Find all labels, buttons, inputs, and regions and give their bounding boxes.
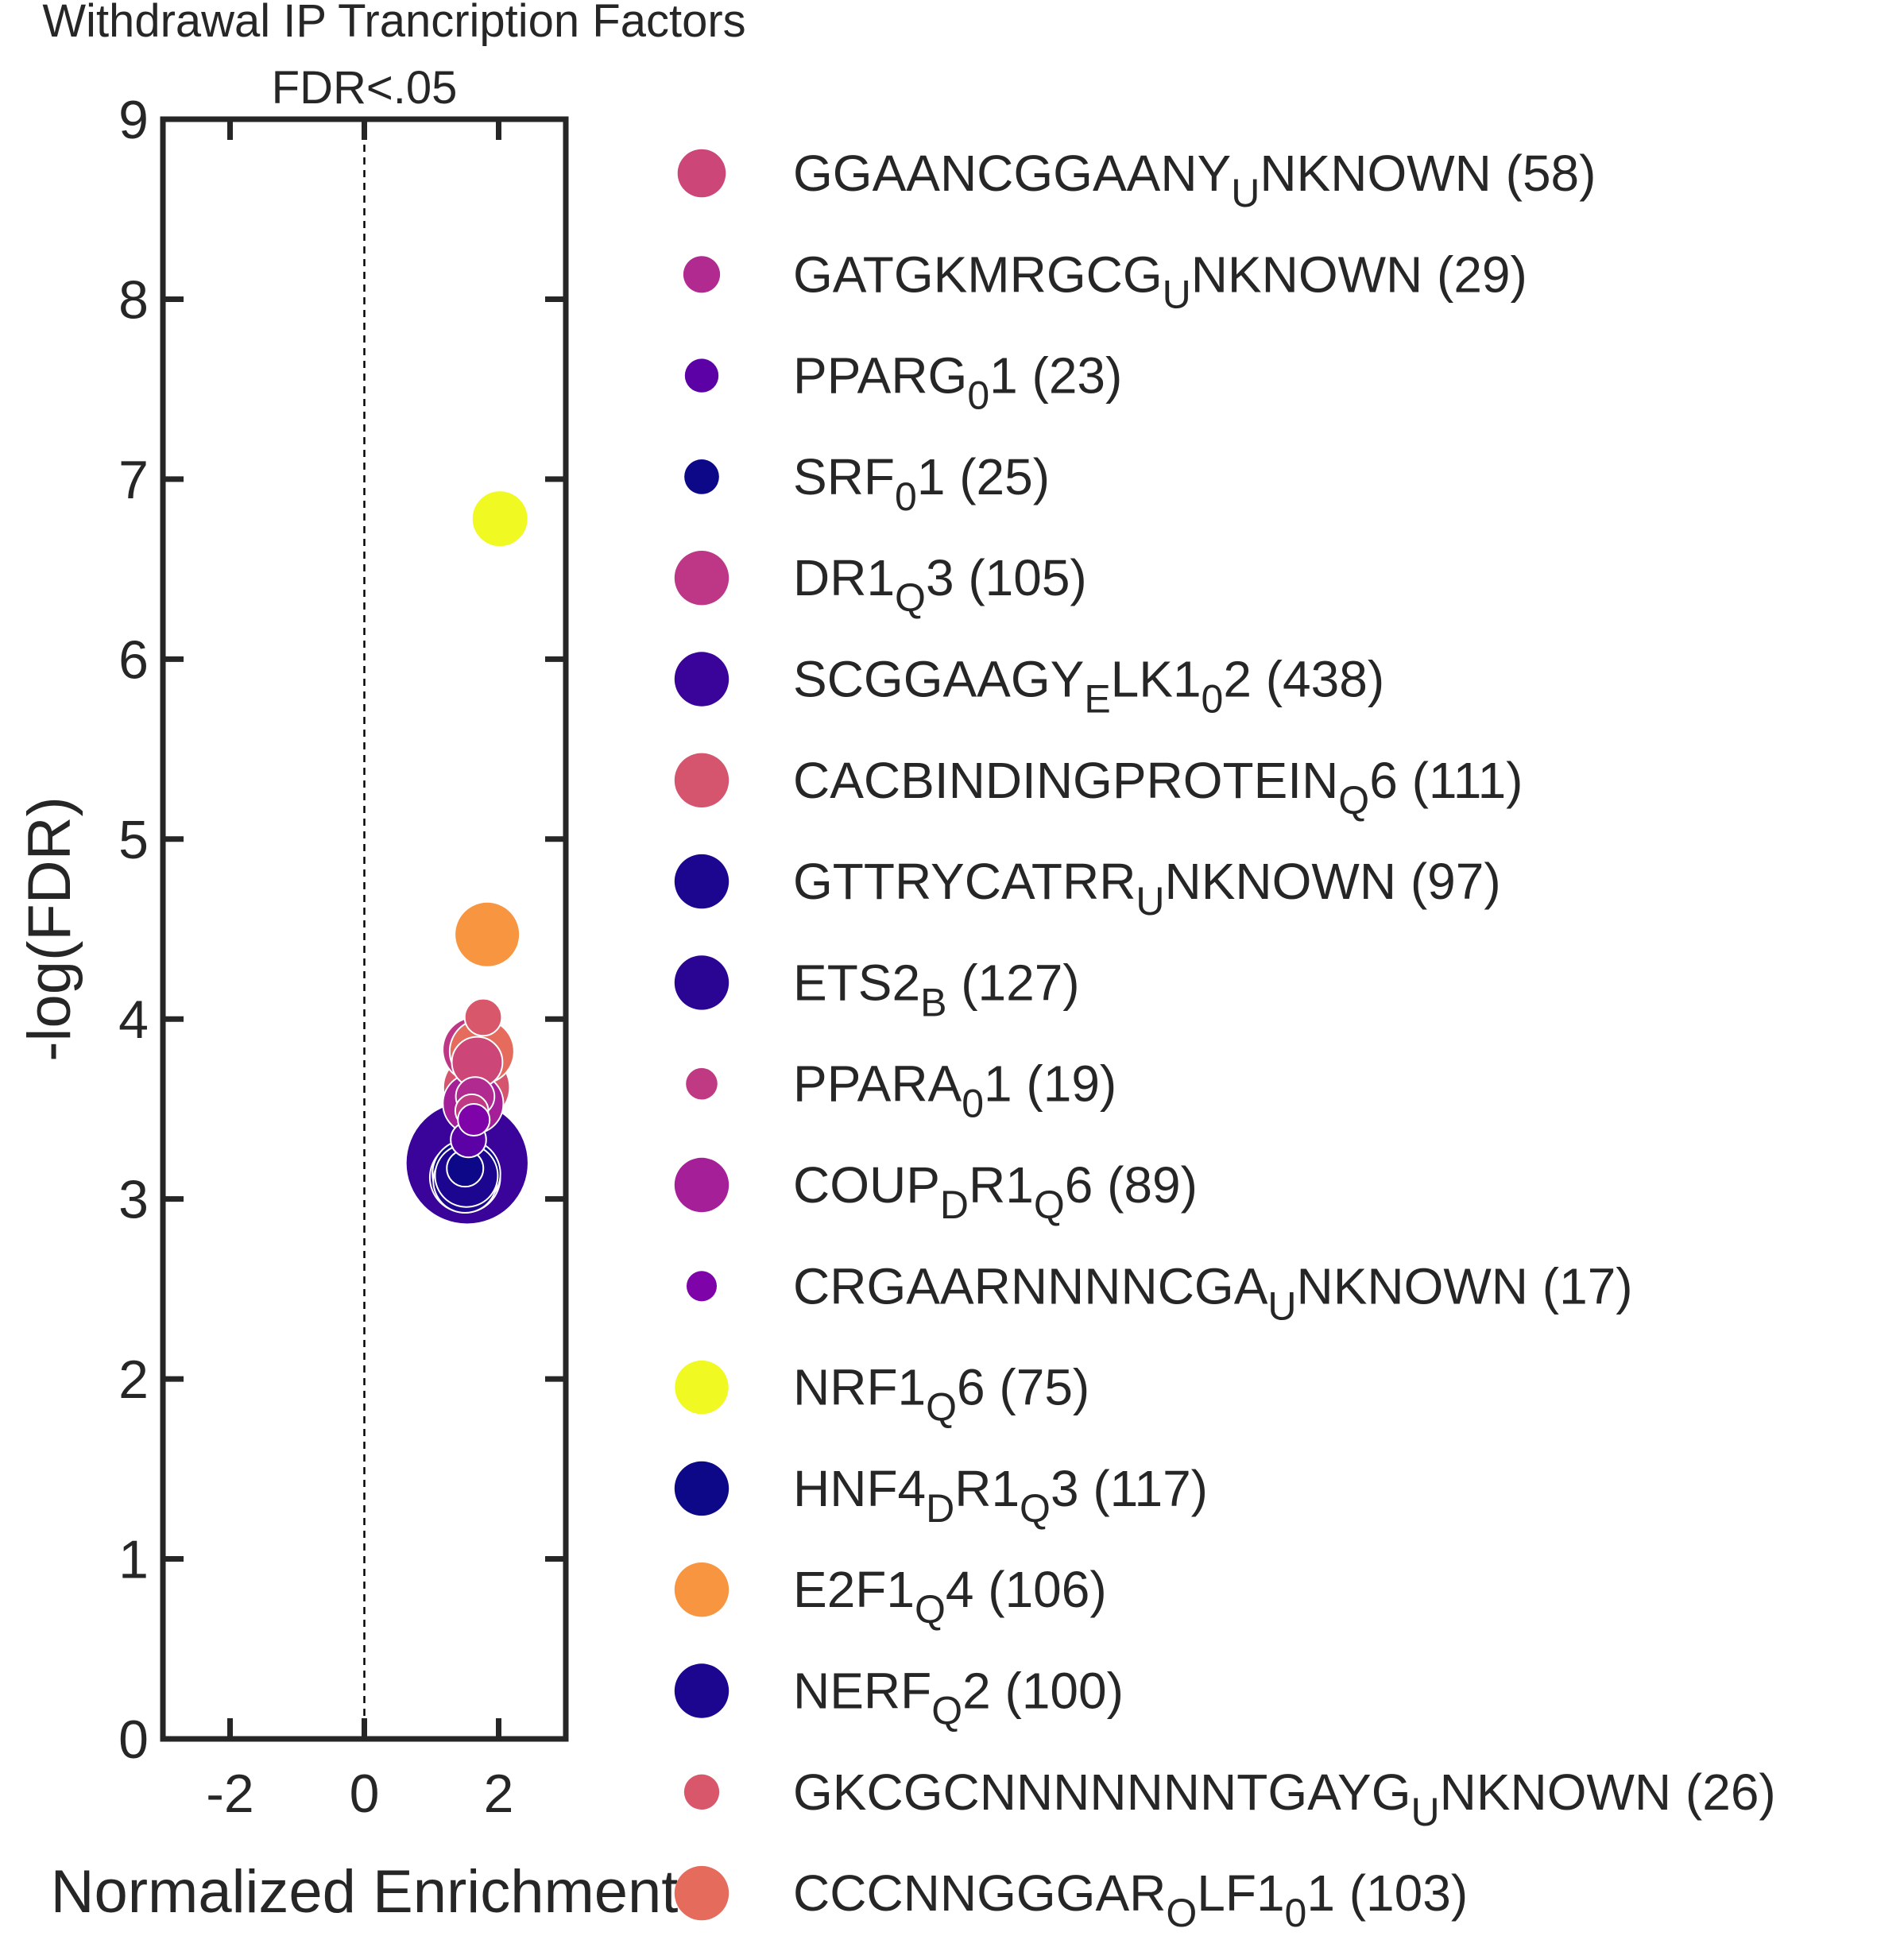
x-tick-label: 2 [484,1764,514,1824]
legend-marker [675,1360,729,1415]
legend-entry: CRGAARNNNNCGAUNKNOWN (17) [793,1257,1633,1328]
chart-title: Withdrawal IP Trancription Factors [42,0,745,47]
legend-marker [674,1663,729,1718]
x-tick-label: 0 [350,1764,380,1824]
data-point [470,490,529,548]
legend-entry: SRF01 (25) [793,448,1050,519]
y-tick-label: 8 [118,269,149,330]
legend-marker [674,955,729,1010]
legend-entry: HNF4DR1Q3 (117) [793,1460,1208,1531]
y-tick-label: 9 [118,90,149,150]
legend-entry: GGAANCGGAANYUNKNOWN (58) [793,145,1596,215]
y-tick-label: 3 [118,1170,149,1230]
legend-marker [674,652,729,707]
legend-marker [674,551,729,606]
legend-entry: E2F1Q4 (106) [793,1561,1107,1632]
data-point [454,900,521,968]
chart-subtitle: FDR<.05 [272,62,458,114]
legend-marker [684,358,719,393]
legend-marker [674,1865,729,1921]
legend-entry: GTTRYCATRRUNKNOWN (97) [793,853,1501,923]
legend-marker [674,854,729,909]
y-tick-label: 4 [118,989,149,1050]
legend-marker [686,1067,718,1100]
legend-entry: NRF1Q6 (75) [793,1359,1089,1430]
legend: GGAANCGGAANYUNKNOWN (58) GATGKMRGCGUNKNOW… [674,145,1776,1935]
legend-entry: CCCNNGGGAROLF101 (103) [793,1864,1468,1935]
y-tick-label: 2 [118,1349,149,1410]
legend-marker [686,1271,718,1302]
y-tick-label: 1 [118,1530,149,1590]
axes: 0 1 2 3 4 5 6 7 8 9 -2 0 2 Normalized Enrichment -log(… [16,0,746,1926]
legend-marker [683,256,721,293]
legend-entry: SCGGAAGYELK102 (438) [793,651,1384,722]
legend-entry: ETS2B (127) [793,954,1080,1024]
legend-entry: GATGKMRGCGUNKNOWN (29) [793,246,1527,316]
legend-entry: PPARA01 (19) [793,1055,1116,1126]
legend-marker [674,1157,729,1213]
legend-entry: COUPDR1Q6 (89) [793,1156,1198,1227]
legend-entry: PPARG01 (23) [793,347,1122,418]
legend-entry: DR1Q3 (105) [793,549,1087,620]
legend-marker [677,149,726,198]
legend-marker [674,753,729,807]
legend-marker [684,459,719,494]
x-axis-label: Normalized Enrichment [51,1858,679,1926]
y-tick-label: 6 [118,629,149,690]
legend-entry: CACBINDINGPROTEINQ6 (111) [793,752,1523,823]
legend-marker [674,1562,729,1617]
y-axis-label: -log(FDR) [16,796,83,1062]
legend-marker [674,1461,729,1516]
plot-area [363,119,529,1739]
legend-marker [683,1774,720,1810]
y-tick-label: 0 [118,1709,149,1770]
y-tick-label: 7 [118,450,149,510]
y-tick-label: 5 [118,810,149,870]
x-tick-label: -2 [206,1764,253,1824]
legend-entry: NERFQ2 (100) [793,1663,1124,1733]
legend-entry: GKCGCNNNNNNNTGAYGUNKNOWN (26) [793,1764,1776,1834]
data-point [463,997,503,1037]
data-point [457,1103,491,1137]
